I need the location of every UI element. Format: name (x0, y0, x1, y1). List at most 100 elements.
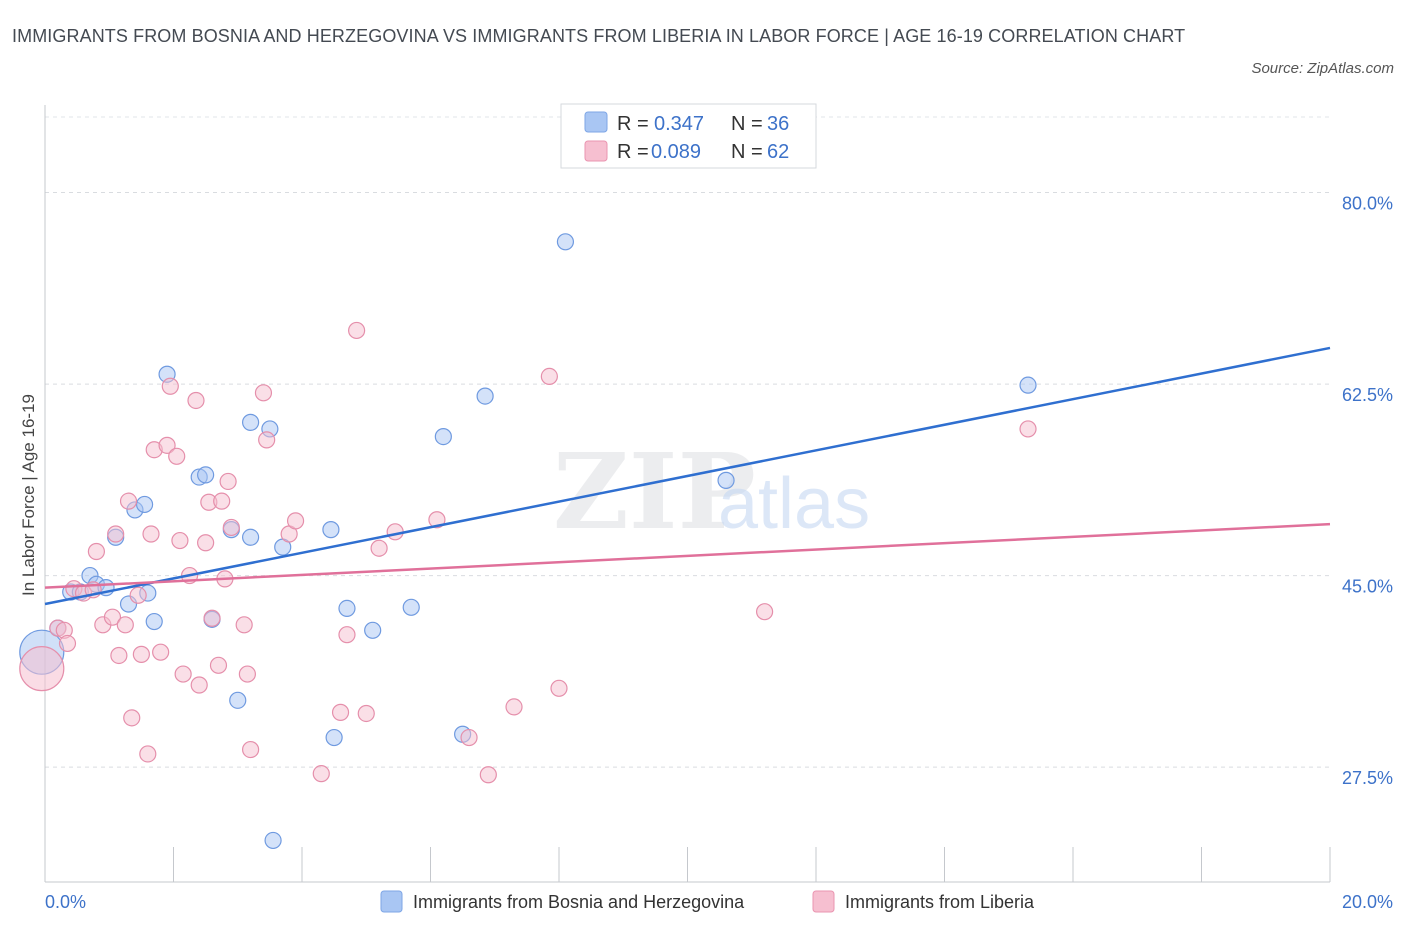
liberia-point-37 (235, 616, 253, 634)
trend-lines (44, 346, 1331, 606)
data-points (19, 233, 1037, 850)
bosnia-point-12 (145, 612, 163, 631)
liberia-point-29 (197, 534, 215, 552)
liberia-point-15 (129, 586, 147, 604)
liberia-point-27 (187, 391, 205, 410)
series-legend-label-liberia: Immigrants from Liberia (845, 892, 1035, 912)
liberia-point-58 (1019, 420, 1037, 438)
y-tick-label-2: 62.5% (1342, 385, 1393, 405)
legend-r-label-bosnia: R = (617, 113, 649, 135)
legend-r-value-bosnia: 0.347 (654, 113, 704, 135)
liberia-point-55 (540, 367, 558, 386)
liberia-point-49 (370, 539, 388, 557)
liberia-point-14 (123, 709, 141, 727)
liberia-point-24 (171, 531, 189, 550)
liberia-point-13 (119, 492, 138, 510)
liberia-point-53 (479, 766, 497, 784)
liberia-point-9 (103, 608, 122, 626)
bosnia-point-27 (364, 621, 382, 639)
bosnia-point-15 (197, 466, 215, 484)
liberia-point-16 (132, 645, 150, 663)
legend-swatch-liberia (584, 140, 608, 162)
source-label: Source: ZipAtlas.com (1251, 60, 1394, 77)
watermark: ZIP atlas (553, 430, 870, 553)
axes (44, 105, 1331, 883)
liberia-point-31 (203, 609, 221, 627)
y-tick-label-3: 80.0% (1342, 194, 1393, 214)
liberia-point-39 (242, 740, 260, 759)
y-tick-label-1: 45.0% (1342, 577, 1393, 597)
liberia-point-7 (87, 542, 106, 561)
y-tick-label-0: 27.5% (1342, 768, 1393, 788)
y-axis-label: In Labor Force | Age 16-19 (19, 394, 38, 596)
bosnia-point-20 (229, 691, 247, 709)
liberia-point-46 (338, 626, 356, 644)
bosnia-trend-line (44, 346, 1331, 606)
series-legend: Immigrants from Bosnia and Herzegovina I… (380, 890, 1035, 913)
watermark-atlas: atlas (718, 464, 870, 544)
liberia-point-50 (386, 523, 404, 541)
liberia-point-54 (505, 698, 523, 716)
x-tick-label-1: 20.0% (1342, 892, 1393, 912)
liberia-point-57 (755, 603, 774, 621)
legend-n-value-bosnia: 36 (767, 113, 789, 135)
bosnia-point-25 (325, 728, 343, 747)
bosnia-point-29 (434, 427, 452, 446)
liberia-point-35 (219, 472, 237, 491)
liberia-point-32 (209, 656, 228, 674)
liberia-point-44 (312, 765, 330, 783)
watermark-zip: ZIP (553, 430, 756, 553)
x-tick-label-0: 0.0% (45, 892, 86, 912)
bosnia-point-34 (1019, 376, 1037, 394)
bosnia-point-33 (717, 471, 735, 489)
bosnia-point-31 (476, 387, 494, 405)
chart-title: IMMIGRANTS FROM BOSNIA AND HERZEGOVINA V… (12, 26, 1186, 46)
series-legend-swatch-bosnia (380, 890, 403, 913)
liberia-point-51 (428, 511, 446, 529)
liberia-point-0 (19, 645, 65, 692)
liberia-point-23 (168, 447, 186, 465)
tick-labels: 27.5% 45.0% 62.5% 80.0% 0.0% 20.0% (45, 194, 1393, 912)
liberia-point-25 (174, 665, 192, 683)
stats-legend: R = 0.347 N = 36 R = 0.089 N = 62 (560, 103, 817, 169)
liberia-point-20 (152, 643, 170, 661)
legend-n-value-liberia: 62 (767, 141, 789, 163)
liberia-point-28 (190, 676, 208, 694)
liberia-point-52 (460, 728, 478, 747)
liberia-point-22 (161, 377, 179, 395)
liberia-point-10 (107, 525, 125, 543)
liberia-point-36 (222, 518, 240, 537)
series-legend-swatch-liberia (812, 890, 835, 913)
liberia-point-40 (254, 384, 273, 402)
liberia-point-43 (286, 512, 305, 530)
bosnia-point-24 (322, 521, 340, 539)
liberia-point-3 (58, 634, 77, 653)
liberia-point-56 (550, 679, 568, 697)
bosnia-point-32 (556, 233, 575, 251)
liberia-point-12 (116, 616, 134, 634)
liberia-point-21 (158, 436, 176, 454)
legend-n-label-bosnia: N = (731, 113, 763, 135)
legend-n-label-liberia: N = (731, 141, 763, 163)
legend-swatch-bosnia (584, 111, 608, 133)
liberia-point-33 (213, 492, 231, 510)
bosnia-point-22 (264, 831, 282, 850)
liberia-point-41 (258, 431, 276, 449)
liberia-point-11 (110, 646, 128, 665)
series-legend-label-bosnia: Immigrants from Bosnia and Herzegovina (413, 892, 745, 912)
bosnia-point-19 (242, 413, 260, 431)
bosnia-point-28 (402, 598, 420, 616)
liberia-point-18 (142, 525, 160, 543)
liberia-point-45 (331, 703, 350, 721)
liberia-point-47 (348, 321, 366, 340)
bosnia-point-18 (242, 528, 260, 546)
bosnia-point-10 (135, 495, 154, 514)
liberia-trend-line (44, 522, 1331, 589)
liberia-point-38 (238, 665, 256, 683)
legend-r-value-liberia: 0.089 (651, 141, 701, 163)
liberia-point-48 (357, 704, 375, 723)
bosnia-point-26 (338, 599, 356, 618)
legend-r-label-liberia: R = (617, 141, 649, 163)
liberia-point-17 (139, 745, 157, 763)
